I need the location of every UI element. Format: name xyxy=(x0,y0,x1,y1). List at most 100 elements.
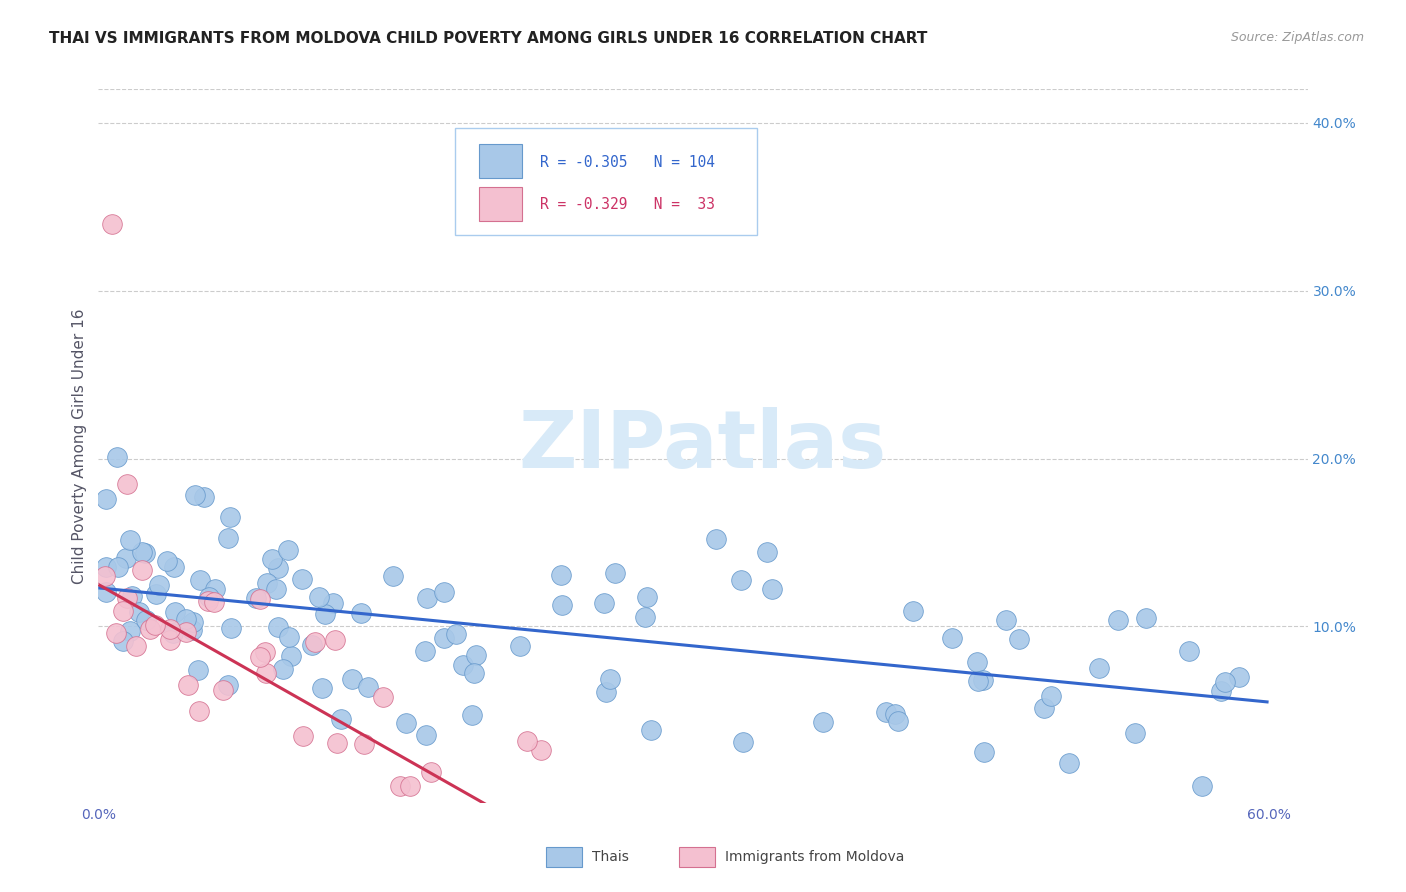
Point xyxy=(416,591,439,605)
Point xyxy=(704,532,727,546)
Point xyxy=(197,594,219,608)
Point xyxy=(245,591,267,605)
Point xyxy=(973,745,995,759)
Bar xyxy=(479,187,522,221)
Text: ZIPatlas: ZIPatlas xyxy=(519,407,887,485)
Bar xyxy=(479,145,522,178)
Point xyxy=(1135,611,1157,625)
Point xyxy=(509,639,531,653)
Point xyxy=(756,545,779,559)
Point xyxy=(134,546,156,560)
Point xyxy=(966,656,988,670)
Point xyxy=(118,533,141,547)
Point xyxy=(634,610,657,624)
Point xyxy=(94,569,117,583)
Point xyxy=(174,612,197,626)
Point xyxy=(599,672,621,686)
Point xyxy=(395,716,418,731)
Point xyxy=(463,665,485,680)
Text: THAI VS IMMIGRANTS FROM MOLDOVA CHILD POVERTY AMONG GIRLS UNDER 16 CORRELATION C: THAI VS IMMIGRANTS FROM MOLDOVA CHILD PO… xyxy=(49,31,928,46)
Point xyxy=(159,622,181,636)
Point xyxy=(174,625,197,640)
Text: Source: ZipAtlas.com: Source: ZipAtlas.com xyxy=(1230,31,1364,45)
Point xyxy=(373,690,395,704)
Point xyxy=(184,488,207,502)
Point xyxy=(145,587,167,601)
Point xyxy=(217,678,239,692)
Point xyxy=(350,606,373,620)
Point xyxy=(636,590,658,604)
Point xyxy=(314,607,336,622)
Point xyxy=(277,630,299,644)
Point xyxy=(1213,674,1236,689)
Point xyxy=(603,566,626,580)
Point xyxy=(1123,726,1146,740)
Point xyxy=(217,532,239,546)
Point xyxy=(1209,683,1232,698)
Point xyxy=(181,624,204,638)
Point xyxy=(135,613,157,627)
Point xyxy=(117,477,139,491)
Point xyxy=(444,627,467,641)
Point xyxy=(253,645,276,659)
Point xyxy=(550,568,572,582)
Point xyxy=(148,577,170,591)
Point xyxy=(301,638,323,652)
Point xyxy=(96,585,118,599)
Point xyxy=(399,779,422,793)
Point xyxy=(516,734,538,748)
Text: Immigrants from Moldova: Immigrants from Moldova xyxy=(724,850,904,864)
Point xyxy=(256,576,278,591)
Point xyxy=(118,624,141,638)
Point xyxy=(249,650,271,665)
Point xyxy=(249,592,271,607)
Text: R = -0.329   N =  33: R = -0.329 N = 33 xyxy=(540,197,714,212)
Point xyxy=(551,598,574,612)
Point xyxy=(592,596,614,610)
Point xyxy=(1177,644,1199,658)
Point xyxy=(357,680,380,694)
Point xyxy=(271,662,294,676)
Point xyxy=(730,573,752,587)
Point xyxy=(219,621,242,635)
Point xyxy=(267,561,290,575)
Point xyxy=(1033,701,1056,715)
Point xyxy=(138,622,160,636)
Point xyxy=(640,723,662,737)
Point xyxy=(453,658,475,673)
Bar xyxy=(679,847,716,867)
Point xyxy=(105,626,128,640)
Point xyxy=(811,714,834,729)
Point xyxy=(162,626,184,640)
Point xyxy=(96,491,118,506)
Point xyxy=(112,634,135,648)
Point xyxy=(1039,689,1062,703)
Point xyxy=(326,736,349,750)
Point xyxy=(159,632,181,647)
Point xyxy=(211,682,233,697)
Point xyxy=(1107,614,1129,628)
Point xyxy=(115,591,138,605)
Point xyxy=(218,509,240,524)
Point xyxy=(883,706,905,721)
Point xyxy=(131,563,153,577)
Point xyxy=(264,582,287,596)
Point xyxy=(903,604,925,618)
Point xyxy=(1057,756,1080,770)
Point xyxy=(115,551,138,566)
Point xyxy=(731,735,754,749)
Point xyxy=(465,648,488,662)
Point xyxy=(101,217,124,231)
Point xyxy=(177,678,200,692)
Point xyxy=(188,573,211,587)
Point xyxy=(1191,779,1213,793)
Point xyxy=(1088,661,1111,675)
Point xyxy=(413,644,436,658)
Point xyxy=(292,729,315,743)
Point xyxy=(183,615,205,630)
Point xyxy=(267,620,290,634)
Point xyxy=(322,596,344,610)
Point xyxy=(595,685,617,699)
Point xyxy=(941,631,963,645)
Point xyxy=(530,743,553,757)
